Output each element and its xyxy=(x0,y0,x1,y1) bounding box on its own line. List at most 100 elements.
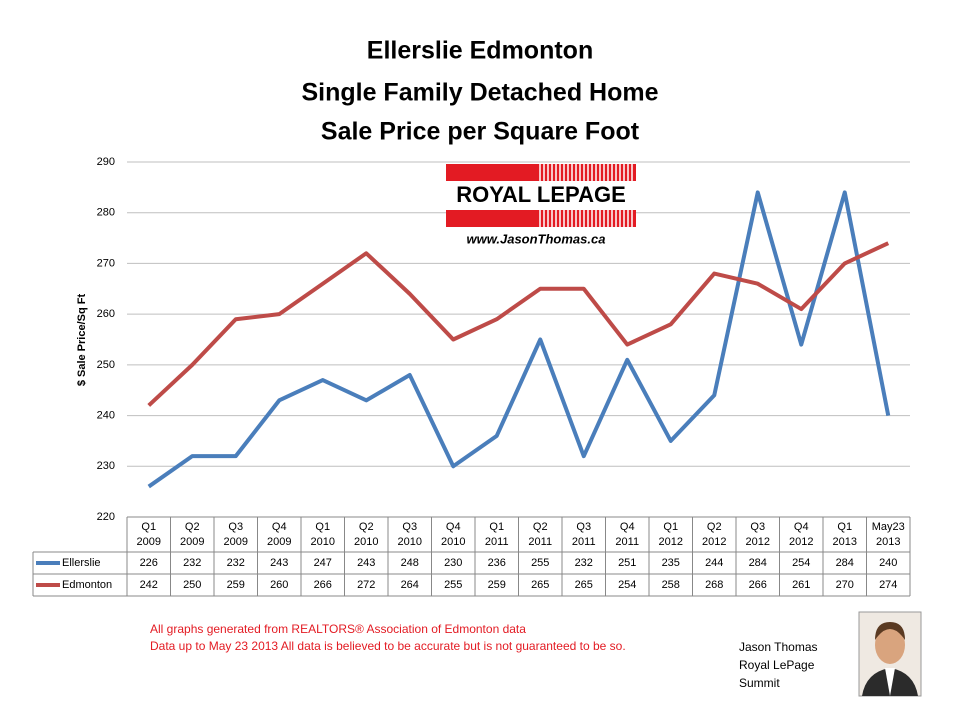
x-tick-label: Q1 xyxy=(489,521,504,533)
table-value: 251 xyxy=(618,557,636,569)
y-tick-label: 240 xyxy=(97,409,115,421)
table-value: 259 xyxy=(488,579,506,591)
table-value: 244 xyxy=(705,557,723,569)
x-tick-label: Q1 xyxy=(315,521,330,533)
table-value: 272 xyxy=(357,579,375,591)
x-tick-label: Q2 xyxy=(359,521,374,533)
x-tick-label: Q1 xyxy=(837,521,852,533)
x-tick-label: Q3 xyxy=(750,521,765,533)
x-tick-label: 2009 xyxy=(267,536,291,548)
table-value: 284 xyxy=(836,557,854,569)
table-value: 232 xyxy=(227,557,245,569)
x-tick-label: 2010 xyxy=(441,536,465,548)
series-line xyxy=(147,190,891,489)
y-tick-label: 220 xyxy=(97,511,115,523)
x-tick-label: 2010 xyxy=(354,536,378,548)
chart-title: Ellerslie Edmonton xyxy=(367,37,593,65)
y-tick-label: 250 xyxy=(97,359,115,371)
table-value: 268 xyxy=(705,579,723,591)
table-value: 243 xyxy=(357,557,375,569)
table-value: 264 xyxy=(401,579,419,591)
table-value: 261 xyxy=(792,579,810,591)
agent-text: Jason Thomas xyxy=(739,640,818,654)
x-tick-label: Q4 xyxy=(272,521,287,533)
x-tick-label: Q2 xyxy=(185,521,200,533)
y-tick-label: 230 xyxy=(97,460,115,472)
x-tick-label: 2012 xyxy=(746,536,770,548)
table-value: 284 xyxy=(749,557,767,569)
x-tick-label: 2009 xyxy=(137,536,161,548)
table-value: 247 xyxy=(314,557,332,569)
legend-label: Edmonton xyxy=(62,579,112,591)
table-value: 248 xyxy=(401,557,419,569)
y-axis-label: $ Sale Price/Sq Ft xyxy=(76,294,88,387)
table-value: 274 xyxy=(879,579,897,591)
chart-title: Single Family Detached Home xyxy=(301,79,658,107)
x-tick-label: 2011 xyxy=(572,536,596,548)
table-value: 240 xyxy=(879,557,897,569)
x-tick-label: 2012 xyxy=(789,536,813,548)
x-tick-label: 2010 xyxy=(311,536,335,548)
table-value: 270 xyxy=(836,579,854,591)
table-value: 259 xyxy=(227,579,245,591)
x-tick-label: 2013 xyxy=(833,536,857,548)
x-tick-label: May23 xyxy=(872,521,905,533)
x-tick-label: 2011 xyxy=(528,536,552,548)
table-value: 266 xyxy=(749,579,767,591)
y-tick-label: 290 xyxy=(97,156,115,168)
table-value: 235 xyxy=(662,557,680,569)
x-tick-label: 2011 xyxy=(485,536,509,548)
x-tick-label: Q3 xyxy=(402,521,417,533)
footnote: All graphs generated from REALTORS® Asso… xyxy=(150,622,526,636)
table-value: 226 xyxy=(140,557,158,569)
y-tick-label: 270 xyxy=(97,257,115,269)
x-tick-label: Q2 xyxy=(707,521,722,533)
table-value: 265 xyxy=(575,579,593,591)
x-tick-label: Q1 xyxy=(141,521,156,533)
table-value: 232 xyxy=(575,557,593,569)
table-value: 242 xyxy=(140,579,158,591)
footnote: Data up to May 23 2013 All data is belie… xyxy=(150,639,626,653)
table-value: 265 xyxy=(531,579,549,591)
x-tick-label: 2009 xyxy=(180,536,204,548)
x-tick-label: 2013 xyxy=(876,536,900,548)
table-value: 260 xyxy=(270,579,288,591)
table-value: 255 xyxy=(531,557,549,569)
y-tick-label: 260 xyxy=(97,308,115,320)
table-value: 258 xyxy=(662,579,680,591)
agent-photo xyxy=(858,611,922,697)
y-tick-label: 280 xyxy=(97,207,115,219)
x-tick-label: 2010 xyxy=(398,536,422,548)
x-tick-label: Q4 xyxy=(446,521,461,533)
x-tick-label: 2012 xyxy=(659,536,683,548)
logo-stripes xyxy=(539,164,633,227)
agent-text: Summit xyxy=(739,676,780,690)
x-tick-label: Q4 xyxy=(794,521,809,533)
table-value: 236 xyxy=(488,557,506,569)
x-tick-label: 2011 xyxy=(615,536,639,548)
agent-text: Royal LePage xyxy=(739,658,815,672)
logo: ROYAL LEPAGE www.JasonThomas.ca xyxy=(446,164,636,246)
x-tick-label: Q3 xyxy=(228,521,243,533)
chart-title: Sale Price per Square Foot xyxy=(321,118,640,146)
legend-label: Ellerslie xyxy=(62,557,101,569)
logo-brand: ROYAL LEPAGE xyxy=(456,182,626,207)
table-value: 266 xyxy=(314,579,332,591)
x-tick-label: Q3 xyxy=(576,521,591,533)
series-line xyxy=(147,241,890,407)
x-tick-label: Q2 xyxy=(533,521,548,533)
x-tick-label: Q4 xyxy=(620,521,635,533)
table-value: 254 xyxy=(792,557,810,569)
table-value: 254 xyxy=(618,579,636,591)
table-value: 232 xyxy=(183,557,201,569)
table-value: 250 xyxy=(183,579,201,591)
table-value: 230 xyxy=(444,557,462,569)
table-value: 243 xyxy=(270,557,288,569)
x-tick-label: 2009 xyxy=(224,536,248,548)
x-tick-label: Q1 xyxy=(663,521,678,533)
table-value: 255 xyxy=(444,579,462,591)
x-tick-label: 2012 xyxy=(702,536,726,548)
logo-website: www.JasonThomas.ca xyxy=(467,231,606,246)
